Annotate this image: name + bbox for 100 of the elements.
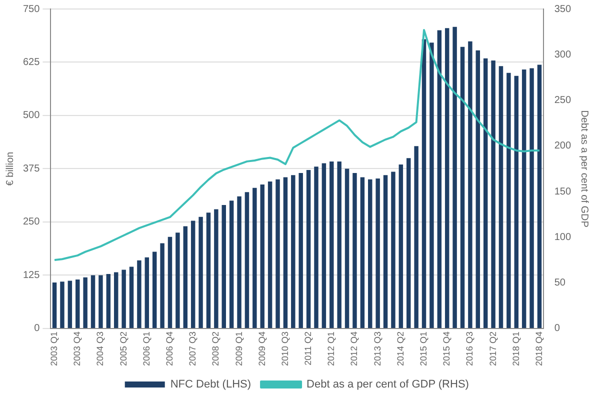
bar: [322, 163, 326, 328]
y2-tick-label: 250: [554, 95, 572, 106]
x-tick-label: 2009 Q1: [234, 331, 244, 366]
bar: [414, 146, 418, 328]
bar: [214, 209, 218, 328]
bar: [376, 178, 380, 328]
bar: [306, 170, 311, 328]
bar: [360, 177, 365, 328]
bar: [68, 280, 72, 328]
x-tick-label: 2003 Q4: [72, 331, 82, 366]
x-tick-label: 2011 Q2: [303, 331, 314, 366]
bar: [368, 179, 372, 328]
bar: [522, 69, 526, 328]
x-tick-label: 2016 Q3: [464, 331, 475, 366]
bar: [90, 275, 96, 328]
x-tick-label: 2005 Q2: [118, 331, 128, 366]
bar: [83, 277, 88, 328]
bar: [252, 188, 257, 328]
bar: [229, 200, 234, 328]
y-axis-title: € billion: [4, 152, 16, 186]
bar: [144, 257, 150, 328]
bar: [114, 272, 118, 328]
bar: [291, 175, 296, 328]
bar: [491, 60, 496, 328]
bar: [160, 243, 164, 328]
bar: [460, 46, 465, 328]
legend-label: Debt as a per cent of GDP (RHS): [306, 378, 469, 391]
bar: [52, 282, 57, 328]
bar: [483, 58, 488, 328]
x-tick-label: 2014 Q2: [395, 331, 406, 366]
y-tick-label: 250: [22, 216, 40, 228]
x-tick-label: 2015 Q4: [442, 331, 452, 366]
bar: [498, 66, 504, 328]
bar: [222, 204, 226, 328]
bar: [391, 172, 396, 328]
bar: [398, 164, 404, 328]
bar: [98, 275, 103, 328]
bar: [198, 216, 203, 328]
bar: [183, 226, 188, 328]
x-tick-label: 2017 Q2: [488, 331, 498, 366]
x-tick-label: 2015 Q1: [418, 331, 428, 366]
y-tick-label: 750: [22, 4, 40, 15]
bar: [76, 279, 80, 328]
y2-axis-title: Debt as a per cent of GDP: [578, 110, 590, 228]
bar: [268, 182, 272, 328]
x-tick-label: 2009 Q4: [256, 331, 267, 366]
y2-tick-label: 150: [554, 186, 572, 198]
y2-tick-label: 50: [554, 278, 566, 289]
bar: [437, 30, 442, 328]
x-tick-label: 2012 Q1: [326, 331, 336, 366]
bar: [244, 192, 250, 328]
bar: [506, 72, 511, 328]
bar: [452, 26, 457, 328]
x-tick-label: 2006 Q4: [164, 331, 174, 366]
bar: [514, 76, 518, 328]
x-tick-label: 2007 Q3: [188, 331, 198, 366]
y-tick-label: 625: [22, 56, 40, 68]
bar: [206, 212, 211, 328]
y2-tick-label: 300: [554, 49, 572, 60]
x-tick-label: 2012 Q4: [349, 331, 360, 366]
bar: [468, 41, 472, 328]
bar: [260, 184, 264, 328]
bar: [168, 236, 172, 328]
bar: [237, 196, 242, 328]
bar: [337, 161, 342, 328]
bar: [314, 166, 318, 328]
x-tick-label: 2008 Q2: [210, 331, 221, 366]
y-tick-label: 0: [34, 323, 40, 334]
bar: [152, 252, 157, 328]
bar: [176, 232, 180, 328]
y2-tick-label: 0: [554, 323, 560, 334]
x-tick-label: 2010 Q3: [280, 331, 290, 366]
bar: [476, 50, 480, 328]
bar: [530, 68, 534, 328]
x-tick-label: 2018 Q1: [510, 331, 521, 366]
y-tick-label: 125: [22, 270, 40, 281]
bar: [298, 172, 303, 328]
y2-tick-label: 200: [554, 140, 572, 152]
y2-tick-label: 100: [554, 232, 572, 243]
bar: [122, 270, 126, 328]
x-tick-label: 2013 Q3: [372, 331, 382, 366]
bar: [137, 260, 142, 328]
bar: [129, 266, 134, 328]
x-tick-label: 2004 Q3: [95, 331, 106, 366]
bar: [406, 158, 411, 328]
bar: [60, 282, 64, 328]
bar: [106, 274, 111, 328]
legend-label: NFC Debt (LHS): [170, 378, 252, 391]
y-tick-label: 500: [22, 110, 40, 122]
bar: [344, 168, 350, 328]
y2-tick-label: 350: [554, 4, 572, 15]
y-tick-label: 375: [22, 163, 40, 174]
bar: [190, 220, 196, 328]
bar: [352, 172, 357, 328]
x-tick-label: 2006 Q1: [141, 331, 152, 366]
bar: [330, 161, 334, 328]
bar: [430, 42, 434, 328]
bar: [276, 179, 280, 328]
bar: [383, 175, 388, 328]
x-tick-label: 2003 Q1: [49, 331, 60, 366]
